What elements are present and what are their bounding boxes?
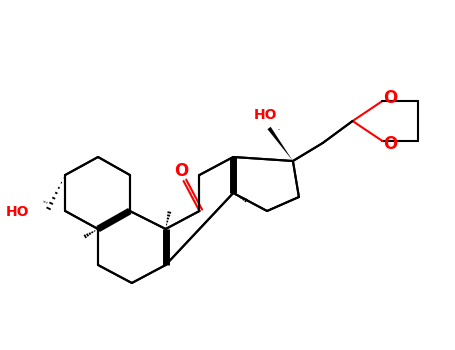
Text: O: O <box>174 162 189 180</box>
Text: ''': ''' <box>39 199 48 210</box>
Text: ·: · <box>277 125 281 138</box>
Text: O: O <box>383 89 398 107</box>
Text: HO: HO <box>253 108 277 122</box>
Polygon shape <box>268 127 293 161</box>
Text: O: O <box>383 135 398 153</box>
Text: HO: HO <box>6 205 30 219</box>
